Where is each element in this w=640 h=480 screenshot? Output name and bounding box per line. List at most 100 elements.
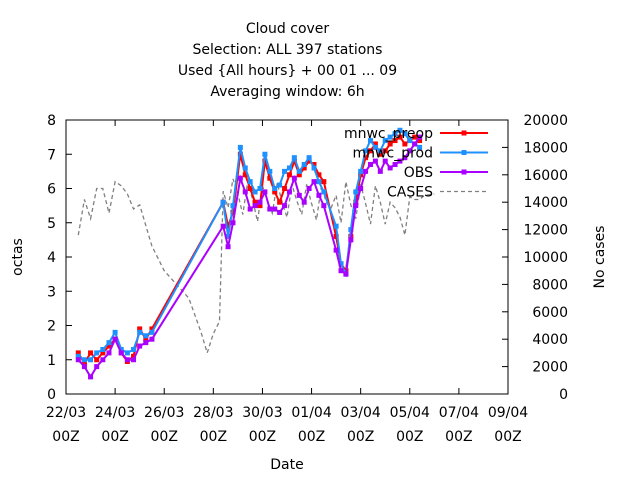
data-point-mnwc-prod	[220, 199, 226, 205]
data-point-mnwc-prod	[124, 350, 130, 356]
data-point-mnwc-prod	[392, 131, 398, 137]
data-point-mnwc-prod	[143, 333, 149, 339]
x-tick-label-date: 09/04	[488, 405, 528, 421]
y-tick-label: 0	[47, 387, 56, 403]
data-point-mnwc-prod	[333, 223, 339, 229]
series-layer	[75, 127, 435, 380]
data-point-mnwc-prod	[377, 148, 383, 154]
data-point-mnwc-preop	[81, 360, 87, 366]
y2-tick-label: 8000	[532, 277, 568, 293]
data-point-obs	[353, 203, 359, 209]
x-axis-label: Date	[270, 457, 303, 473]
data-point-obs	[81, 364, 87, 370]
data-point-obs	[262, 189, 268, 195]
data-point-obs	[124, 357, 130, 363]
x-tick-label-hour: 00Z	[445, 429, 472, 445]
data-point-obs	[291, 175, 297, 181]
data-point-obs	[143, 340, 149, 346]
data-point-obs	[137, 343, 143, 349]
data-point-obs	[131, 357, 137, 363]
data-point-mnwc-prod	[417, 144, 423, 150]
data-point-mnwc-preop	[88, 350, 94, 356]
data-point-mnwc-prod	[367, 138, 373, 144]
data-point-obs	[407, 148, 413, 154]
chart-subtitle-window: Averaging window: 6h	[210, 84, 365, 100]
data-point-mnwc-prod	[402, 131, 408, 137]
data-point-mnwc-preop	[301, 165, 307, 171]
data-point-mnwc-prod	[286, 165, 292, 171]
data-point-obs	[372, 158, 378, 164]
data-point-mnwc-preop	[225, 223, 231, 229]
data-point-mnwc-preop	[252, 199, 258, 205]
data-point-mnwc-preop	[286, 172, 292, 178]
chart-subtitle-selection: Selection: ALL 397 stations	[192, 42, 383, 58]
data-point-mnwc-preop	[100, 350, 106, 356]
data-point-obs	[338, 268, 344, 274]
data-point-mnwc-prod	[137, 329, 143, 335]
data-point-obs	[252, 203, 258, 209]
data-point-mnwc-prod	[316, 179, 322, 185]
legend-marker-obs	[461, 169, 467, 175]
data-point-mnwc-preop	[94, 357, 100, 363]
data-point-obs	[118, 350, 124, 356]
data-point-obs	[358, 186, 364, 191]
data-point-obs	[149, 336, 155, 342]
x-tick-label-date: 28/03	[193, 405, 233, 421]
x-tick-label-date: 24/03	[95, 405, 135, 421]
x-tick-label-hour: 00Z	[200, 429, 227, 445]
y2-tick-label: 2000	[532, 360, 568, 376]
data-point-obs	[367, 162, 373, 168]
data-point-obs	[230, 220, 236, 226]
y-tick-label: 7	[47, 147, 56, 163]
data-point-obs	[348, 237, 354, 243]
data-point-mnwc-prod	[247, 179, 253, 185]
data-point-obs	[301, 199, 307, 205]
data-point-mnwc-prod	[106, 340, 112, 346]
data-point-obs	[296, 192, 302, 198]
data-point-obs	[397, 158, 403, 164]
legend-label-obs: OBS	[404, 165, 433, 181]
data-point-mnwc-prod	[301, 162, 307, 168]
legend-label-cases: CASES	[387, 185, 433, 201]
x-tick-label-hour: 00Z	[298, 429, 325, 445]
y-tick-label: 1	[47, 353, 56, 369]
x-tick-label-date: 26/03	[144, 405, 184, 421]
data-point-obs	[75, 357, 81, 363]
data-point-obs	[94, 364, 100, 370]
data-point-mnwc-prod	[363, 148, 369, 154]
chart-subtitle-used: Used {All hours} + 00 01 ... 09	[177, 63, 398, 79]
data-point-obs	[112, 336, 118, 342]
data-point-mnwc-prod	[267, 168, 273, 174]
data-point-obs	[225, 244, 231, 250]
x-tick-label-date: 05/04	[390, 405, 430, 421]
y2-tick-label: 20000	[523, 113, 568, 129]
y2-axis-label: No cases	[592, 226, 608, 289]
data-point-mnwc-preop	[316, 172, 322, 178]
data-point-mnwc-preop	[372, 141, 378, 147]
data-point-mnwc-prod	[272, 186, 278, 191]
x-tick-label-date: 07/04	[439, 405, 479, 421]
data-point-obs	[100, 357, 106, 363]
data-point-mnwc-prod	[149, 329, 155, 335]
data-point-mnwc-preop	[296, 172, 302, 178]
y2-tick-label: 16000	[523, 168, 568, 184]
data-point-mnwc-prod	[387, 134, 393, 140]
data-point-mnwc-prod	[100, 346, 106, 352]
series-line-mnwc-preop	[77, 135, 421, 366]
data-point-mnwc-prod	[397, 127, 403, 133]
data-point-mnwc-prod	[237, 144, 243, 150]
data-point-mnwc-preop	[412, 134, 418, 140]
data-point-mnwc-prod	[382, 138, 388, 144]
data-point-mnwc-preop	[397, 134, 403, 140]
data-point-mnwc-preop	[106, 343, 112, 349]
data-point-mnwc-prod	[94, 350, 100, 356]
data-point-obs	[412, 141, 418, 147]
data-point-obs	[220, 223, 226, 229]
x-tick-label-hour: 00Z	[494, 429, 521, 445]
data-point-obs	[277, 209, 283, 215]
data-point-mnwc-preop	[387, 141, 393, 147]
data-point-mnwc-preop	[277, 199, 283, 205]
legend: mnwc_preop mnwc_prod OBS CASES	[344, 126, 488, 201]
data-point-mnwc-prod	[353, 189, 359, 195]
data-point-mnwc-prod	[252, 189, 258, 195]
